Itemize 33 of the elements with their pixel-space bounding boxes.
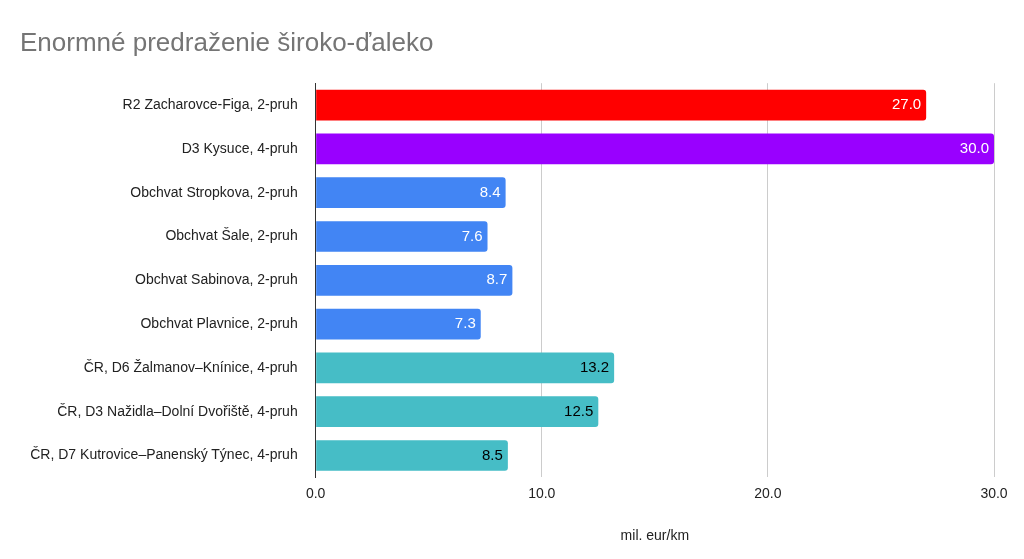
- y-tick-label: R2 Zacharovce-Figa, 2-pruh: [122, 95, 298, 112]
- data-label: 8.4: [479, 182, 501, 200]
- y-tick-label: ČR, D6 Žalmanov–Knínice, 4-pruh: [83, 358, 298, 375]
- x-tick-label: 30.0: [980, 484, 1008, 501]
- bar: [316, 221, 488, 252]
- bar: [316, 352, 615, 384]
- y-tick-label: Obchvat Šale, 2-pruh: [165, 227, 298, 244]
- bar: [316, 264, 513, 296]
- data-label: 12.5: [564, 401, 594, 419]
- y-tick-label: D3 Kysuce, 4-pruh: [181, 139, 298, 156]
- bar: [316, 177, 506, 209]
- x-tick-label: 10.0: [528, 484, 556, 501]
- data-label: 27.0: [891, 95, 922, 113]
- data-label: 8.5: [482, 445, 503, 463]
- y-tick-label: ČR, D7 Kutrovice–Panenský Týnec, 4-pruh: [30, 446, 298, 463]
- y-tick-label: Obchvat Plavnice, 2-pruh: [140, 314, 298, 331]
- chart-title: Enormné predraženie široko-ďaleko: [20, 26, 434, 57]
- bar: [316, 89, 927, 121]
- data-label: 8.7: [486, 270, 508, 288]
- bar: [316, 133, 994, 165]
- data-label: 7.6: [461, 226, 483, 244]
- bar: [316, 396, 599, 428]
- bar: [316, 440, 508, 471]
- x-axis-title: mil. eur/km: [620, 527, 690, 544]
- y-tick-label: Obchvat Sabinova, 2-pruh: [135, 271, 298, 288]
- data-label: 30.0: [959, 139, 989, 157]
- x-tick-label: 20.0: [754, 484, 782, 501]
- bar: [316, 308, 481, 340]
- x-tick-label: 0.0: [305, 484, 326, 501]
- y-tick-label: ČR, D3 Nažidla–Dolní Dvořiště, 4-pruh: [57, 402, 298, 419]
- data-label: 7.3: [454, 314, 476, 332]
- data-label: 13.2: [579, 358, 610, 376]
- y-tick-label: Obchvat Stropkova, 2-pruh: [130, 183, 298, 200]
